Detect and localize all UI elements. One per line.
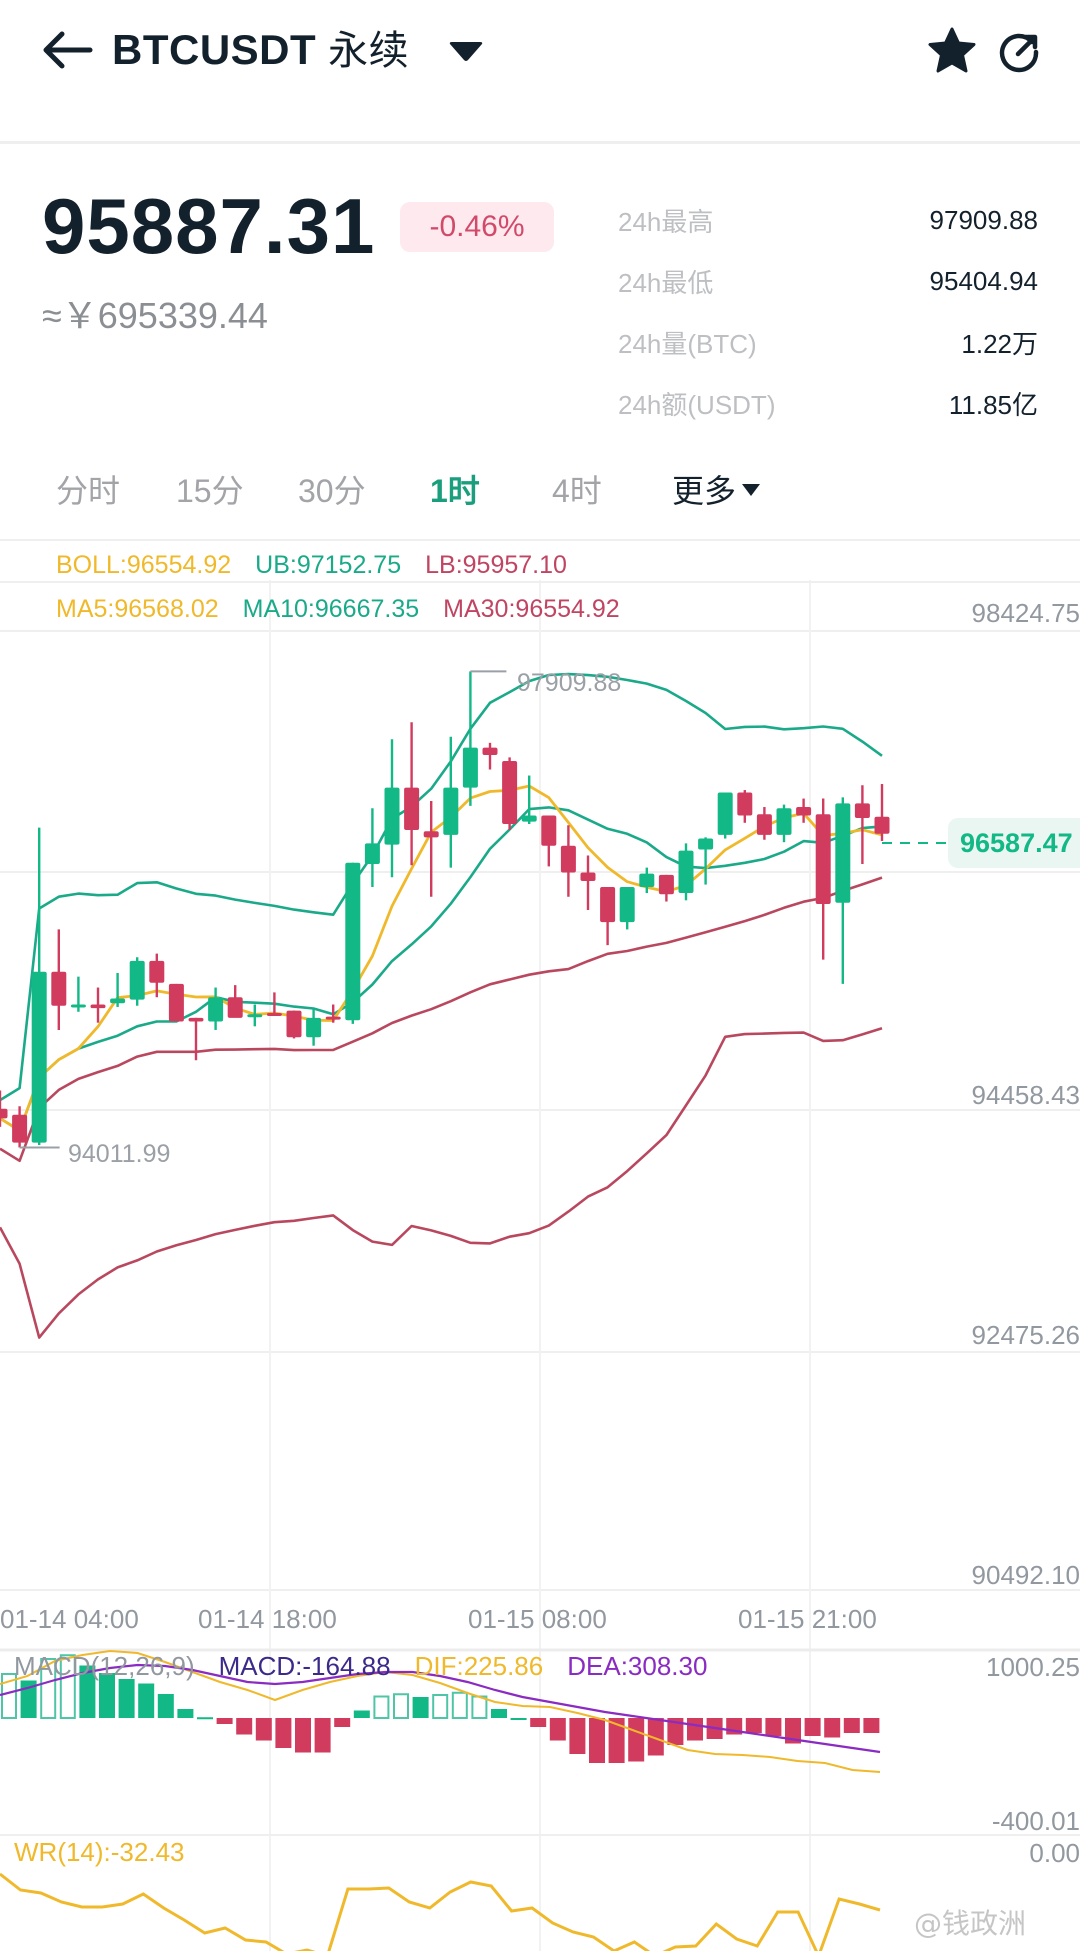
- interval-tabs: 分时 15分 30分 1时 4时 更多: [0, 455, 1080, 541]
- tab-more-label: 更多: [672, 473, 737, 509]
- stat-low: 24h最低 95404.94: [618, 251, 1038, 312]
- tab-more[interactable]: 更多: [672, 469, 761, 513]
- symbol: BTCUSDT: [112, 26, 317, 73]
- wr-legend: WR(14):-32.43: [14, 1837, 185, 1867]
- dif-value: DIF:225.86: [414, 1651, 544, 1681]
- tab-30m[interactable]: 30分: [298, 473, 366, 509]
- wr-axis-top: 0.00: [1029, 1838, 1080, 1868]
- time-axis-label: 01-15 08:00: [468, 1604, 607, 1634]
- ma5-value: MA5:96568.02: [56, 595, 219, 623]
- dea-value: DEA:308.30: [567, 1651, 708, 1681]
- candlestick-chart[interactable]: [0, 541, 1080, 1951]
- price-axis-label: 98424.75: [971, 598, 1080, 628]
- tab-15m[interactable]: 15分: [176, 473, 244, 509]
- cny-equivalent: ≈￥695339.44: [42, 295, 268, 336]
- price-axis-label: 94458.43: [971, 1080, 1080, 1110]
- time-axis-label: 01-14 18:00: [198, 1604, 337, 1634]
- boll-lb: LB:95957.10: [425, 551, 567, 579]
- ma10-value: MA10:96667.35: [242, 595, 420, 623]
- stat-value: 97909.88: [929, 205, 1038, 235]
- top-bar: BTCUSDT 永续: [0, 0, 1080, 144]
- stat-label: 24h量(BTC): [618, 329, 757, 359]
- stat-high: 24h最高 97909.88: [618, 190, 1038, 251]
- stat-value: 11.85亿: [948, 390, 1038, 420]
- dropdown-caret-icon[interactable]: [448, 40, 484, 64]
- price-axis-label: 92475.26: [971, 1320, 1080, 1350]
- tab-4h[interactable]: 4时: [552, 473, 602, 509]
- stat-label: 24h额(USDT): [618, 390, 776, 420]
- low-marker-label: 94011.99: [68, 1140, 171, 1168]
- stat-volume: 24h量(BTC) 1.22万: [618, 312, 1038, 373]
- stat-turnover: 24h额(USDT) 11.85亿: [618, 373, 1038, 434]
- last-price: 95887.31: [42, 182, 376, 270]
- macd-axis-bottom: -400.01: [991, 1806, 1080, 1836]
- high-marker-label: 97909.88: [517, 669, 622, 697]
- ma30-value: MA30:96554.92: [443, 595, 620, 623]
- stats-24h: 24h最高 97909.88 24h最低 95404.94 24h量(BTC) …: [618, 190, 1038, 434]
- stat-value: 1.22万: [961, 329, 1038, 359]
- contract-type: 永续: [328, 28, 410, 74]
- change-percent-badge: -0.46%: [400, 202, 554, 252]
- back-arrow-icon[interactable]: [40, 28, 94, 72]
- macd-axis-top: 1000.25: [986, 1652, 1080, 1682]
- watermark: @钱政洲: [914, 1907, 1027, 1940]
- macd-title: MACD(12,26,9): [14, 1651, 195, 1681]
- tab-1h[interactable]: 1时: [430, 473, 480, 509]
- macd-legend: MACD(12,26,9) MACD:-164.88 DIF:225.86 DEA:3…: [14, 1650, 731, 1682]
- time-axis-label: 01-14 04:00: [0, 1604, 139, 1634]
- last-price-tag: 96587.47: [948, 818, 1080, 868]
- tab-timeline[interactable]: 分时: [56, 473, 121, 509]
- boll-legend: BOLL:96554.92 UB:97152.75 LB:95957.10: [56, 549, 591, 581]
- price-axis-label: 90492.10: [971, 1560, 1080, 1590]
- boll-ub: UB:97152.75: [255, 551, 402, 579]
- boll-value: BOLL:96554.92: [56, 551, 232, 579]
- pair-title[interactable]: BTCUSDT 永续: [112, 20, 409, 81]
- stat-label: 24h最高: [618, 207, 714, 237]
- caret-down-icon: [742, 483, 761, 496]
- time-axis-label: 01-15 21:00: [738, 1604, 877, 1634]
- stat-value: 95404.94: [929, 266, 1038, 296]
- macd-value: MACD:-164.88: [218, 1651, 391, 1681]
- stat-label: 24h最低: [618, 268, 714, 298]
- star-icon[interactable]: [926, 26, 978, 76]
- share-icon[interactable]: [998, 30, 1042, 74]
- ma-legend: MA5:96568.02 MA10:96667.35 MA30:96554.92: [56, 593, 644, 625]
